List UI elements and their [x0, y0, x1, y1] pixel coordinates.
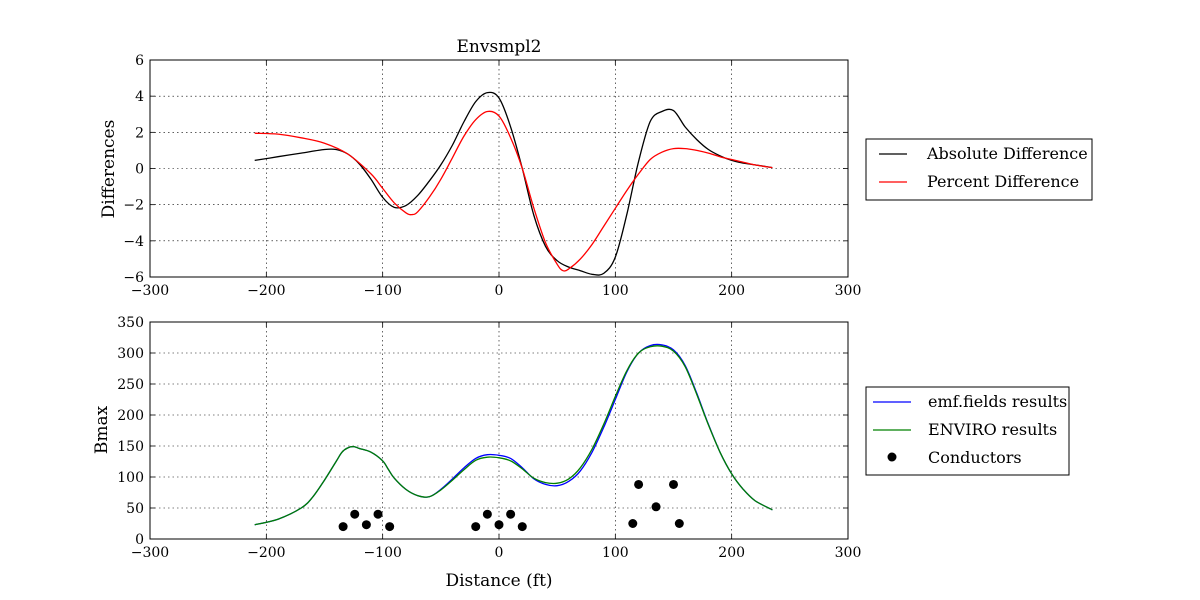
top-x-tick-label: 0 [495, 283, 504, 299]
top-y-tick-label: −4 [123, 234, 144, 250]
conductor-point [338, 522, 348, 532]
top-y-tick-label: 2 [135, 125, 144, 141]
top-x-tick-label: 300 [835, 283, 862, 299]
conductor-point [482, 509, 492, 519]
conductor-point [669, 479, 678, 489]
conductor-point [373, 509, 383, 519]
bottom-y-tick-label: 100 [117, 470, 144, 486]
conductor-point [634, 479, 644, 489]
top-series [254, 91, 773, 276]
bottom-grid [150, 322, 848, 539]
bottom-x-tick-label: 200 [718, 545, 745, 561]
top-grid [150, 60, 848, 277]
bottom-y-axis-label: Bmax [92, 405, 112, 454]
bottom-x-tick-label: 300 [835, 545, 862, 561]
top-x-tick-label: −200 [247, 283, 285, 299]
series-line-enviro-results [254, 345, 773, 526]
bottom-x-tick-label: 100 [602, 545, 629, 561]
conductor-point [350, 509, 360, 519]
bottom-x-tick-label: −300 [131, 545, 169, 561]
bottom-legend: emf.fields results ENVIRO results Conduc… [865, 386, 1070, 476]
top-y-tick-label: −6 [123, 270, 144, 286]
top-plot-frame [149, 59, 849, 278]
bottom-y-tick-label: 200 [117, 408, 144, 424]
conductor-point [361, 520, 371, 530]
series-line-absolute-difference [254, 91, 773, 276]
conductor-point [385, 522, 395, 532]
legend-label-percent-difference: Percent Difference [927, 172, 1079, 191]
top-y-tick-label: 4 [135, 89, 144, 105]
top-x-tick-label: 100 [602, 283, 629, 299]
top-y-axis-label: Differences [99, 120, 119, 219]
bottom-plot-frame [149, 321, 849, 540]
x-axis-label: Distance (ft) [445, 571, 552, 591]
bottom-ticks: −300 −200 −100 0 100 200 300 0 50 100 150 200 250 300… [117, 315, 861, 561]
series-line-percent-difference [254, 110, 773, 272]
legend-label-absolute-difference: Absolute Difference [926, 144, 1088, 163]
bottom-y-tick-label: 0 [135, 532, 144, 548]
top-y-tick-label: 0 [135, 162, 144, 178]
legend-swatch-conductors [887, 452, 897, 462]
bottom-y-tick-label: 50 [126, 501, 144, 517]
differences-panel: −300 −200 −100 0 100 200 300 −6 −4 −2 0 2 4 6 Envsmpl… [99, 37, 861, 299]
bottom-y-tick-label: 300 [117, 346, 144, 362]
top-x-tick-label: 200 [718, 283, 745, 299]
bottom-x-tick-label: 0 [495, 545, 504, 561]
conductor-point [517, 522, 527, 532]
series-line-emf-fields-results [254, 343, 773, 526]
bmax-panel: −300 −200 −100 0 100 200 300 0 50 100 150 200 250 300… [92, 315, 861, 591]
top-legend-box [865, 138, 1093, 201]
conductor-point [471, 522, 481, 532]
top-x-tick-label: −300 [131, 283, 169, 299]
bottom-y-tick-label: 350 [117, 315, 144, 331]
bottom-x-tick-label: −200 [247, 545, 285, 561]
top-y-tick-label: 6 [135, 53, 144, 69]
conductor-point [651, 502, 661, 512]
top-y-tick-label: −2 [123, 198, 144, 214]
conductor-point [674, 519, 684, 528]
bottom-series [254, 343, 773, 532]
conductor-point [494, 520, 504, 530]
top-legend: Absolute Difference Percent Difference [865, 138, 1093, 201]
conductor-point [628, 519, 638, 528]
legend-label-conductors: Conductors [928, 448, 1022, 467]
bottom-x-tick-label: −100 [363, 545, 401, 561]
bottom-y-tick-label: 250 [117, 377, 144, 393]
bottom-y-tick-label: 150 [117, 439, 144, 455]
top-ticks: −300 −200 −100 0 100 200 300 −6 −4 −2 0 2 4 6 [123, 53, 861, 299]
legend-label-emf-fields: emf.fields results [928, 392, 1067, 411]
conductor-point [506, 509, 516, 519]
top-x-tick-label: −100 [363, 283, 401, 299]
legend-label-enviro: ENVIRO results [928, 420, 1057, 439]
chart-title: Envsmpl2 [457, 37, 542, 57]
